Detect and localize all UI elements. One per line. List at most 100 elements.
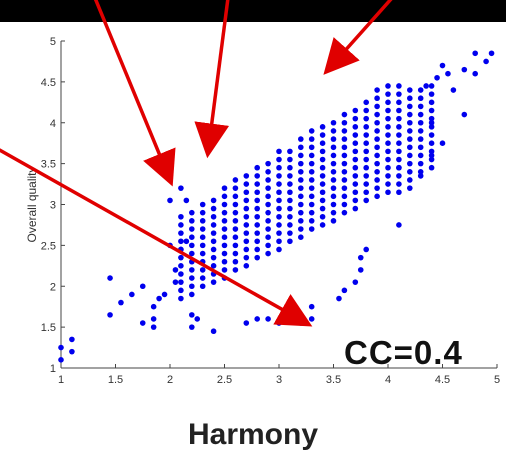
y-tick-label: 3 [50,200,56,212]
data-point [276,205,282,212]
y-tick-label: 4 [50,118,56,130]
data-point [396,156,402,163]
data-point [276,238,282,245]
data-point [210,222,217,228]
data-point [385,173,391,179]
data-point [232,258,239,265]
y-tick-label: 5 [50,36,56,48]
data-point [308,169,315,175]
data-point [363,246,370,253]
data-point [221,234,228,240]
data-point [276,173,282,179]
data-point [308,201,315,208]
data-point [341,152,348,159]
x-tick-label: 1 [58,374,64,386]
data-point [254,238,260,245]
data-point [129,291,135,298]
data-point [58,357,64,363]
data-point [243,263,250,269]
data-point [189,312,195,318]
data-point [341,177,348,183]
data-point [352,156,359,163]
data-point [298,234,304,240]
data-point [199,226,206,232]
data-point [287,189,293,196]
data-point [374,160,380,167]
data-point [428,152,435,159]
data-point [178,254,184,261]
data-point [210,205,217,212]
data-point [341,287,348,294]
data-point [330,152,337,159]
data-point [243,230,250,236]
data-point [385,83,391,89]
data-point [189,234,195,240]
data-point [232,234,239,240]
data-point [210,213,217,220]
annotation-arrow [93,0,176,187]
data-point [254,316,260,322]
data-point [308,177,315,183]
data-point [69,348,75,355]
data-point [199,267,206,273]
data-point [483,58,489,65]
data-point [221,258,228,265]
data-point [352,173,359,179]
data-point [189,324,195,330]
data-point [287,148,293,155]
data-point [276,156,282,163]
data-point [265,234,271,240]
data-point [396,132,402,138]
data-point [385,156,391,163]
data-point [178,279,184,285]
data-point [156,295,162,302]
data-point [243,246,250,253]
data-point [308,209,315,216]
data-point [308,185,315,191]
data-point [374,152,380,159]
data-point [298,160,304,167]
data-point [330,169,337,175]
data-point [423,83,429,89]
data-point [374,136,380,142]
data-point [232,209,239,216]
data-point [439,62,446,69]
data-point [210,328,217,335]
annotation-arrow [0,148,313,327]
data-point [385,107,391,114]
data-point [287,197,293,204]
data-point [428,140,435,146]
data-point [308,144,315,151]
data-point [232,218,239,224]
data-point [276,230,282,236]
data-point [221,193,228,200]
data-point [178,238,184,245]
data-point [254,213,260,220]
data-point [363,99,370,106]
data-point [461,111,468,118]
data-point [189,283,195,290]
data-point [417,173,424,179]
y-tick-label: 1 [50,363,56,375]
data-point [183,197,190,204]
data-point [221,242,228,249]
data-point [221,250,228,257]
data-point [298,185,304,191]
y-tick-label: 4.5 [41,77,56,89]
data-point [407,152,413,159]
data-point [254,189,260,196]
data-point [417,144,424,151]
correlation-annotation: CC=0.4 [344,334,463,371]
data-point [407,169,413,175]
data-point [210,254,217,261]
data-point [336,295,342,302]
data-point [428,132,435,138]
data-point [417,119,424,126]
data-point [341,185,348,191]
data-point [407,119,413,126]
data-points [58,50,495,363]
y-axis-title: Overall quality [25,166,39,242]
data-point [298,152,304,159]
data-point [341,136,348,142]
data-point [276,246,282,253]
